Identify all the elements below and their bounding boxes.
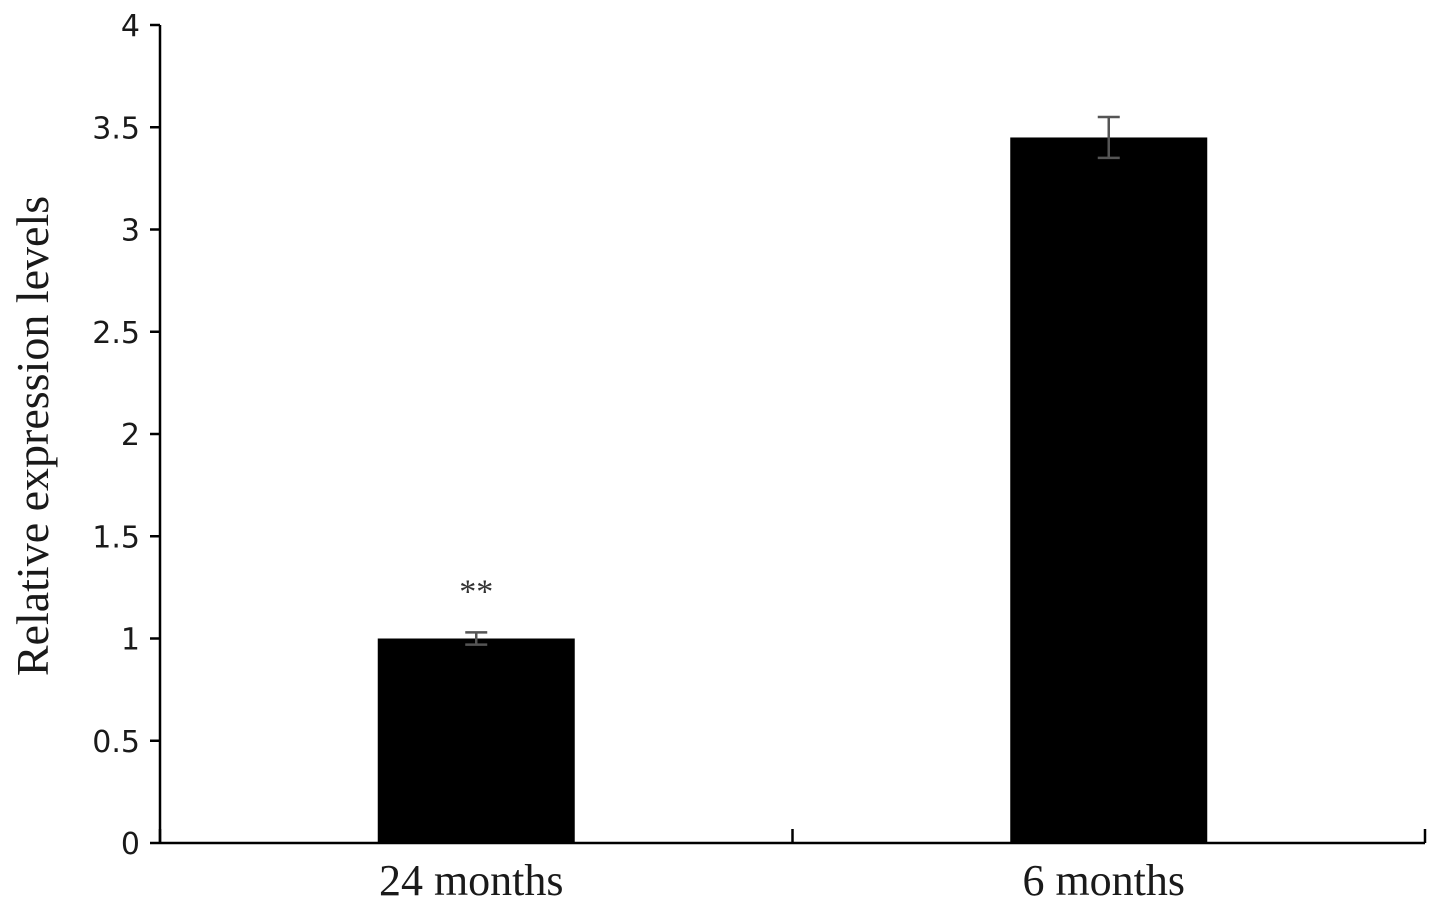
y-tick-label-8: 4 [121, 9, 140, 44]
significance-annotation-0: ** [459, 573, 493, 610]
y-tick-label-4: 2 [121, 418, 140, 453]
y-tick-label-6: 3 [121, 214, 140, 249]
bar-1 [1010, 137, 1208, 844]
y-axis-label: Relative expression levels [7, 196, 58, 676]
y-tick-label-0: 0 [121, 827, 140, 862]
x-tick-label-0: 24 months [379, 856, 564, 905]
y-tick-label-3: 1.5 [92, 520, 140, 555]
y-tick-label-2: 1 [121, 623, 140, 658]
plot-area: ** 0 0.5 1 1.5 2 2.5 3 3.5 4 24 months 6 months [92, 9, 1427, 905]
x-tick-label-1: 6 months [1022, 856, 1185, 905]
bar-0 [377, 638, 575, 843]
y-tick-label-1: 0.5 [92, 725, 140, 760]
y-tick-label-7: 3.5 [92, 111, 140, 146]
y-tick-label-5: 2.5 [92, 316, 140, 351]
